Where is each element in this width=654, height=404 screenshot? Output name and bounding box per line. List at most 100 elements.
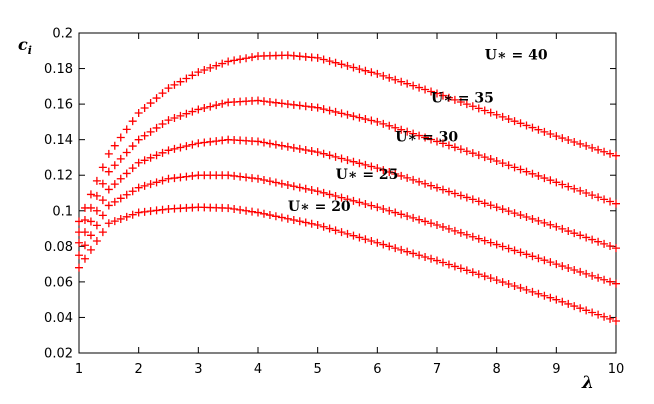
data-point	[242, 173, 251, 182]
data-point	[277, 179, 286, 188]
data-point	[75, 217, 83, 226]
data-point	[152, 94, 161, 103]
data-point	[355, 233, 364, 242]
data-point	[355, 65, 364, 74]
data-point	[230, 56, 239, 65]
data-point	[450, 262, 459, 271]
data-point	[564, 264, 573, 273]
data-point	[385, 121, 394, 130]
data-point	[158, 89, 167, 98]
data-point	[218, 59, 227, 68]
data-point	[570, 302, 579, 311]
data-point	[582, 189, 591, 197]
data-point	[379, 205, 388, 213]
data-point	[528, 252, 537, 261]
data-point	[182, 109, 191, 118]
data-point	[433, 183, 441, 192]
x-axis-title: λ	[581, 373, 594, 393]
data-point	[319, 149, 328, 158]
data-point	[391, 169, 400, 178]
data-point	[486, 238, 495, 247]
data-point	[75, 228, 83, 237]
data-point	[528, 123, 537, 132]
x-tick-label: 5	[314, 362, 322, 377]
data-point	[582, 306, 591, 315]
data-point	[248, 207, 257, 216]
data-point	[343, 110, 352, 119]
data-point	[319, 188, 328, 197]
data-point	[200, 104, 209, 113]
data-point	[355, 113, 364, 122]
data-point	[397, 125, 406, 134]
data-point	[582, 233, 591, 242]
data-point	[546, 220, 555, 229]
data-point	[409, 249, 418, 258]
data-point	[397, 77, 406, 86]
data-point	[438, 185, 447, 194]
y-tick-label: 0.06	[44, 275, 73, 290]
y-tick-label: 0.18	[44, 62, 73, 77]
data-point	[594, 145, 603, 154]
data-point	[122, 190, 131, 199]
data-point	[504, 280, 513, 289]
data-point	[373, 203, 382, 212]
data-point	[462, 100, 471, 109]
data-point	[188, 107, 197, 116]
data-point	[504, 115, 513, 124]
data-point	[337, 109, 346, 118]
data-point	[295, 144, 304, 153]
data-point	[558, 224, 567, 233]
x-tick-label: 7	[433, 362, 441, 377]
data-point	[134, 183, 143, 192]
data-point	[152, 151, 161, 160]
data-point	[116, 194, 125, 203]
data-point	[510, 163, 519, 172]
data-point	[349, 63, 358, 72]
data-point	[146, 180, 155, 189]
data-point	[361, 66, 370, 75]
data-point	[283, 142, 292, 151]
y-tick-label: 0.04	[44, 311, 73, 326]
data-point	[301, 184, 310, 193]
data-point	[576, 231, 585, 240]
data-point	[271, 178, 280, 187]
data-point	[588, 235, 597, 244]
data-point	[289, 143, 298, 152]
data-point	[343, 156, 352, 165]
data-point	[462, 193, 471, 202]
data-point	[283, 181, 292, 189]
tick-labels: 1 2 3 4 5 6 7 8 9 10 0.02 0.04 0.06 0.08 0.1 0.12 0.14 0.…	[44, 27, 624, 378]
data-point	[444, 260, 453, 269]
curve-label: U∗ = 40	[485, 48, 548, 64]
data-point	[355, 198, 364, 207]
y-axis-title: ci	[18, 35, 32, 57]
data-point	[534, 216, 543, 225]
data-point	[522, 121, 531, 130]
data-point	[289, 182, 298, 191]
data-point	[510, 246, 519, 255]
data-point	[510, 209, 519, 218]
data-point	[337, 228, 346, 237]
data-point	[546, 293, 555, 302]
data-point	[218, 99, 227, 108]
data-point	[110, 217, 119, 226]
data-point	[224, 171, 233, 180]
data-point	[444, 224, 453, 233]
data-point	[576, 304, 585, 313]
data-point	[283, 100, 292, 109]
data-point	[158, 120, 167, 129]
data-point	[385, 168, 394, 177]
data-point	[230, 205, 239, 213]
data-point	[438, 222, 447, 231]
data-point	[606, 314, 615, 323]
data-point	[361, 235, 370, 244]
data-point	[104, 219, 113, 228]
data-point	[421, 253, 430, 261]
data-point	[379, 119, 388, 128]
data-point	[462, 266, 471, 275]
data-point	[540, 127, 549, 136]
data-point	[600, 275, 609, 284]
ticks	[78, 32, 617, 354]
data-point	[367, 201, 376, 210]
data-point	[456, 191, 465, 200]
